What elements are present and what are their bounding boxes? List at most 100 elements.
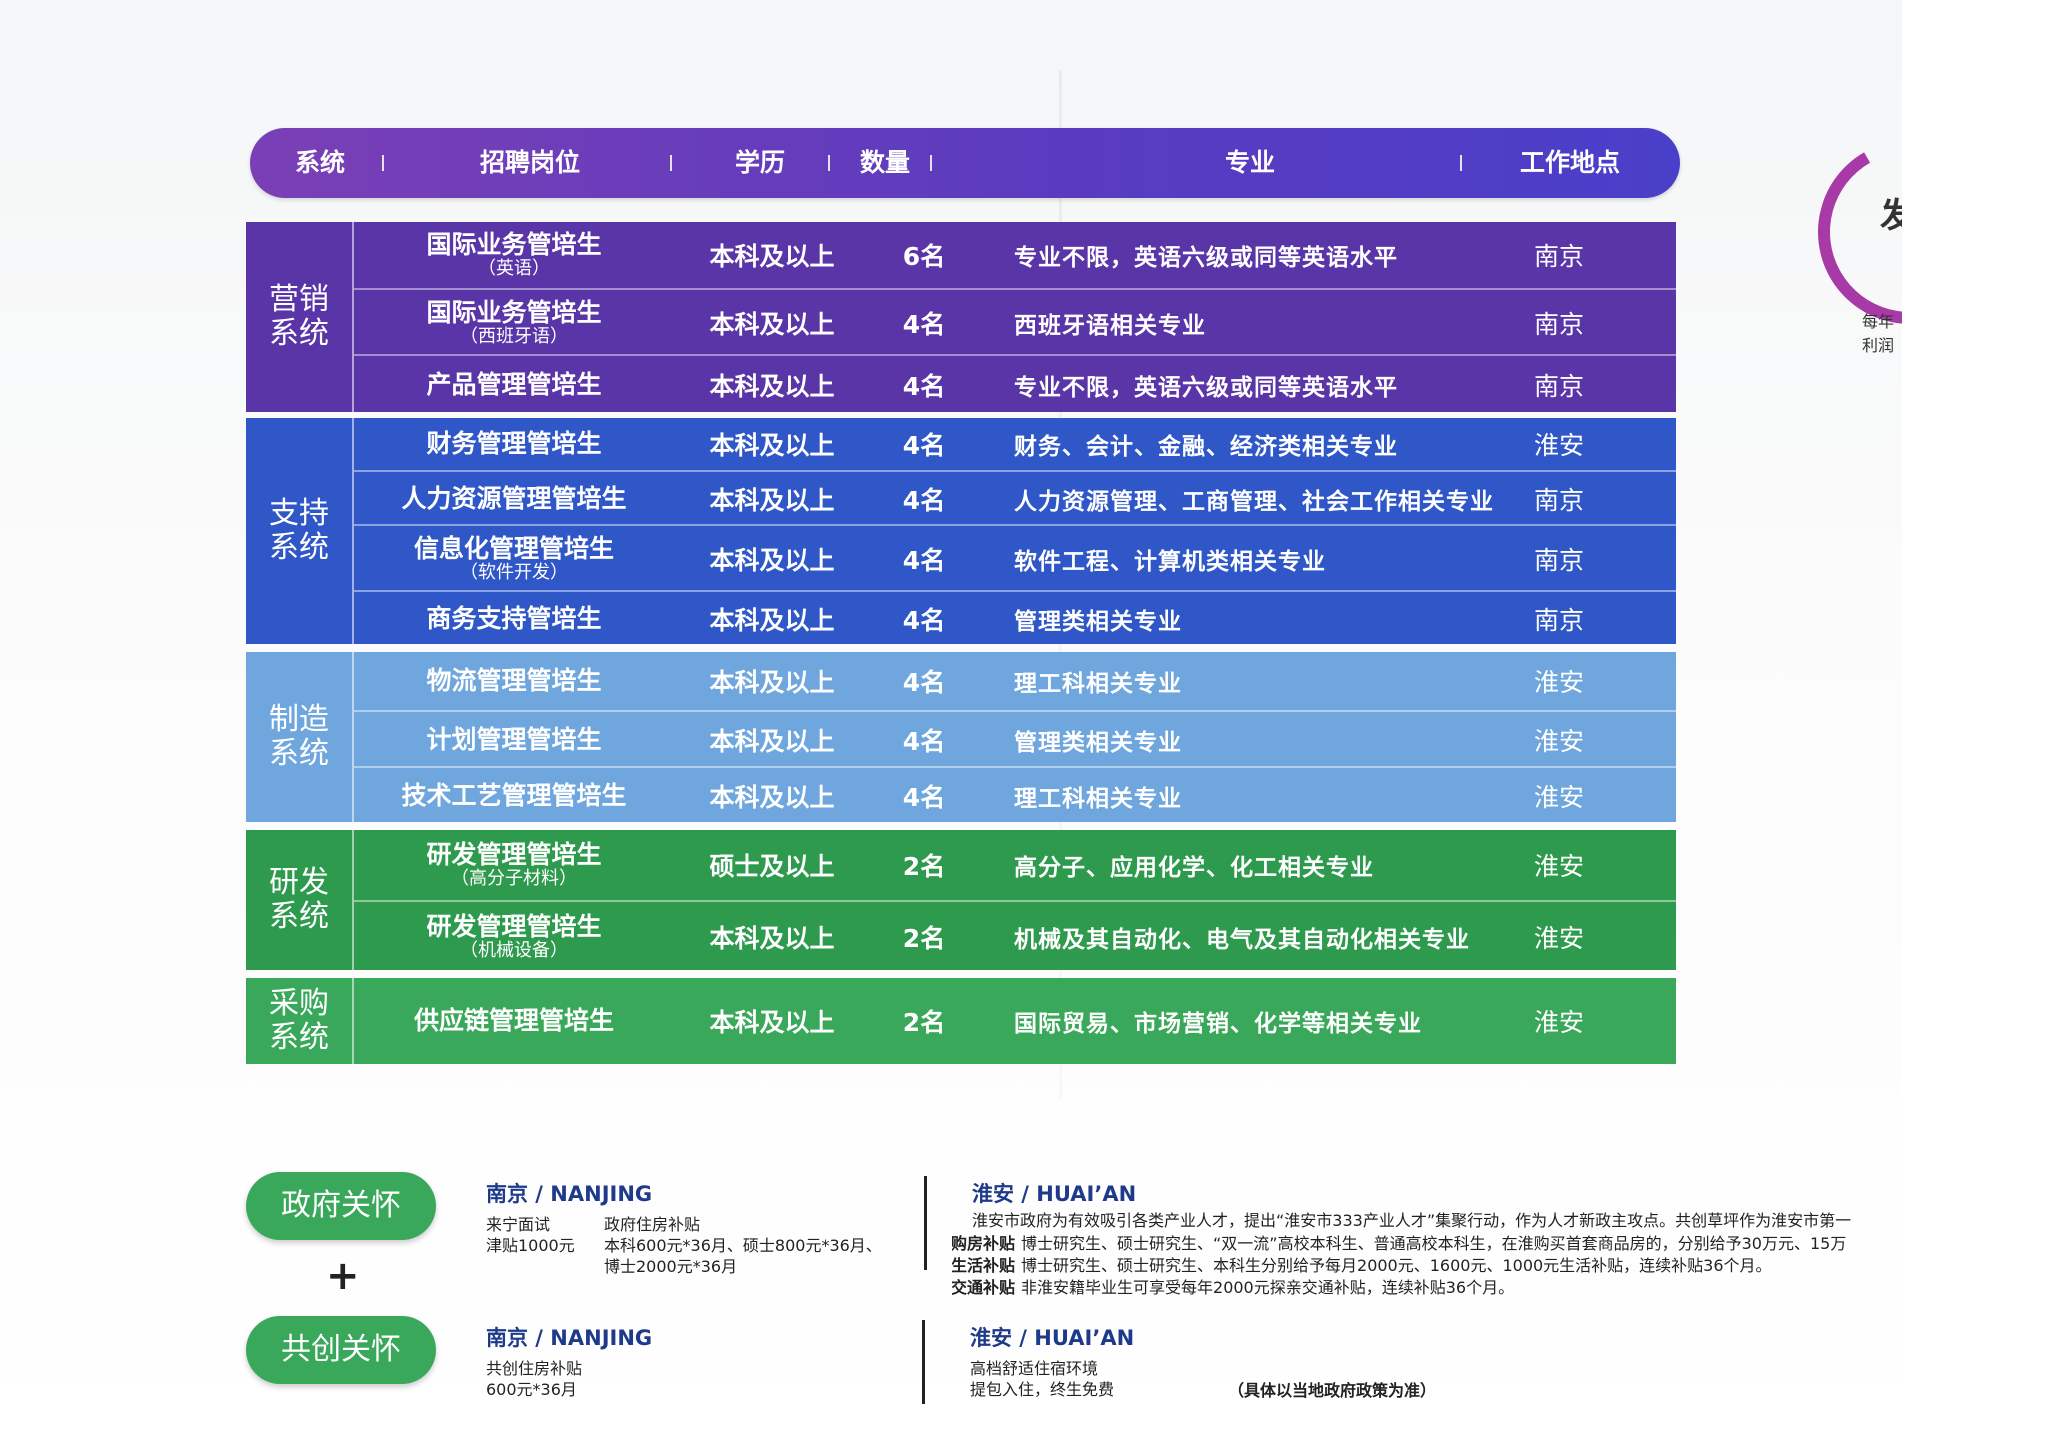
position-note: （高分子材料）	[451, 868, 577, 889]
co-care-pill: 共创关怀	[246, 1316, 436, 1384]
table-row: 商务支持管培生 本科及以上 4名 管理类相关专业 南京	[354, 590, 1676, 646]
location: 南京	[1533, 242, 1584, 271]
position-note: （西班牙语）	[460, 326, 568, 347]
education: 本科及以上	[709, 486, 835, 515]
side-note: 每年 利润	[1862, 312, 1895, 355]
major: 管理类相关专业	[1014, 608, 1182, 635]
list-item: 生活补贴 博士研究生、硕士研究生、本科生分别给予每月2000元、1600元、100…	[952, 1255, 1902, 1277]
location: 淮安	[1533, 852, 1584, 881]
subsidy-text: 博士研究生、硕士研究生、“双一流”高校本科生、普通高校本科生，在淮购买首套商品房…	[1021, 1234, 1847, 1253]
list-item: 交通补贴 非淮安籍毕业生可享受每年2000元探亲交通补贴，连续补贴36个月。	[952, 1277, 1902, 1299]
position-name: 国际业务管培生	[426, 298, 602, 327]
table-row: 供应链管理管培生 本科及以上 2名 国际贸易、市场营销、化学等相关专业 淮安	[354, 978, 1676, 1064]
count: 4名	[902, 431, 946, 460]
system-label: 营销 系统	[246, 222, 354, 412]
major: 高分子、应用化学、化工相关专业	[1014, 854, 1374, 881]
co-nanjing-title: 南京 / NANJING	[486, 1326, 653, 1350]
position-name: 研发管理管培生	[426, 912, 602, 941]
count: 4名	[902, 486, 946, 515]
major: 软件工程、计算机类相关专业	[1014, 548, 1326, 575]
position-name: 产品管理管培生	[426, 370, 602, 399]
system-label: 研发 系统	[246, 830, 354, 970]
education: 本科及以上	[709, 606, 835, 635]
header-separator	[382, 155, 384, 171]
count: 2名	[902, 1008, 946, 1037]
count: 4名	[902, 783, 946, 812]
position-name: 计划管理管培生	[426, 725, 602, 754]
table-row: 信息化管理管培生 （软件开发） 本科及以上 4名 软件工程、计算机类相关专业 南京	[354, 524, 1676, 592]
position-name: 研发管理管培生	[426, 840, 602, 869]
table-row: 研发管理管培生 （高分子材料） 硕士及以上 2名 高分子、应用化学、化工相关专业 …	[354, 830, 1676, 900]
table-row: 国际业务管培生 （西班牙语） 本科及以上 4名 西班牙语相关专业 南京	[354, 288, 1676, 356]
table-row: 研发管理管培生 （机械设备） 本科及以上 2名 机械及其自动化、电气及其自动化相关…	[354, 900, 1676, 972]
subsidy-label: 生活补贴	[952, 1256, 1016, 1275]
position-name: 财务管理管培生	[426, 429, 602, 458]
major: 管理类相关专业	[1014, 729, 1182, 756]
co-huaian-housing: 高档舒适住宿环境 提包入住，终生免费	[970, 1359, 1115, 1399]
gov-care-pill: 政府关怀	[246, 1172, 436, 1240]
position-name: 国际业务管培生	[426, 230, 602, 259]
major: 国际贸易、市场营销、化学等相关专业	[1014, 1010, 1422, 1037]
count: 4名	[902, 727, 946, 756]
group-support: 支持 系统 财务管理管培生 本科及以上 4名 财务、会计、金融、经济类相关专业 …	[246, 418, 1676, 644]
subsidy-text: 博士研究生、硕士研究生、本科生分别给予每月2000元、1600元、1000元生活…	[1021, 1256, 1772, 1275]
location: 淮安	[1533, 431, 1584, 460]
table-row: 技术工艺管理管培生 本科及以上 4名 理工科相关专业 淮安	[354, 766, 1676, 824]
education: 本科及以上	[709, 372, 835, 401]
gov-huaian-title: 淮安 / HUAI’AN	[972, 1182, 1137, 1206]
position-name: 商务支持管培生	[426, 604, 602, 633]
major: 西班牙语相关专业	[1014, 312, 1206, 339]
education: 本科及以上	[709, 431, 835, 460]
divider	[922, 1320, 925, 1404]
header-location: 工作地点	[1519, 148, 1620, 177]
subsidy-label: 交通补贴	[952, 1278, 1016, 1297]
location: 淮安	[1533, 924, 1584, 953]
count: 4名	[902, 310, 946, 339]
header-separator	[1460, 155, 1462, 171]
subsidy-text: 非淮安籍毕业生可享受每年2000元探亲交通补贴，连续补贴36个月。	[1021, 1278, 1515, 1297]
location: 淮安	[1533, 727, 1584, 756]
page-edge	[1902, 0, 2048, 1447]
system-label: 采购 系统	[246, 978, 354, 1064]
count: 2名	[902, 924, 946, 953]
location: 淮安	[1533, 1008, 1584, 1037]
header-education: 学历	[734, 148, 785, 177]
location: 南京	[1533, 486, 1584, 515]
gov-nanjing-interview: 来宁面试 津贴1000元	[486, 1215, 575, 1255]
subsidy-label: 购房补贴	[952, 1234, 1016, 1253]
table-header: 系统 招聘岗位 学历 数量 专业 工作地点	[250, 128, 1680, 198]
co-huaian-title: 淮安 / HUAI’AN	[970, 1326, 1135, 1350]
plus-sign: +	[326, 1253, 360, 1299]
count: 4名	[902, 606, 946, 635]
group-rnd: 研发 系统 研发管理管培生 （高分子材料） 硕士及以上 2名 高分子、应用化学、化…	[246, 830, 1676, 970]
group-marketing: 营销 系统 国际业务管培生 （英语） 本科及以上 6名 专业不限，英语六级或同等英…	[246, 222, 1676, 412]
group-manufacturing: 制造 系统 物流管理管培生 本科及以上 4名 理工科相关专业 淮安 计划管理管培…	[246, 652, 1676, 822]
location: 淮安	[1533, 668, 1584, 697]
header-major: 专业	[1224, 148, 1275, 177]
position-name: 人力资源管理管培生	[401, 484, 627, 513]
major: 理工科相关专业	[1014, 785, 1182, 812]
table-row: 产品管理管培生 本科及以上 4名 专业不限，英语六级或同等英语水平 南京	[354, 354, 1676, 414]
education: 硕士及以上	[709, 852, 835, 881]
group-procurement: 采购 系统 供应链管理管培生 本科及以上 2名 国际贸易、市场营销、化学等相关专…	[246, 978, 1676, 1064]
education: 本科及以上	[709, 783, 835, 812]
table-row: 物流管理管培生 本科及以上 4名 理工科相关专业 淮安	[354, 652, 1676, 710]
location: 南京	[1533, 546, 1584, 575]
gov-nanjing-housing: 政府住房补贴 本科600元*36月、硕士800元*36月、 博士2000元*36…	[604, 1215, 882, 1276]
count: 2名	[902, 852, 946, 881]
education: 本科及以上	[709, 546, 835, 575]
divider	[924, 1176, 927, 1270]
major: 专业不限，英语六级或同等英语水平	[1014, 374, 1398, 401]
table-row: 人力资源管理管培生 本科及以上 4名 人力资源管理、工商管理、社会工作相关专业 …	[354, 470, 1676, 526]
education: 本科及以上	[709, 310, 835, 339]
education: 本科及以上	[709, 668, 835, 697]
location: 南京	[1533, 310, 1584, 339]
system-label: 支持 系统	[246, 418, 354, 644]
location: 淮安	[1533, 783, 1584, 812]
position-note: （英语）	[478, 258, 550, 279]
position-note: （机械设备）	[460, 940, 568, 961]
major: 人力资源管理、工商管理、社会工作相关专业	[1014, 488, 1494, 515]
position-name: 信息化管理管培生	[413, 534, 614, 563]
major: 专业不限，英语六级或同等英语水平	[1014, 244, 1398, 271]
education: 本科及以上	[709, 924, 835, 953]
